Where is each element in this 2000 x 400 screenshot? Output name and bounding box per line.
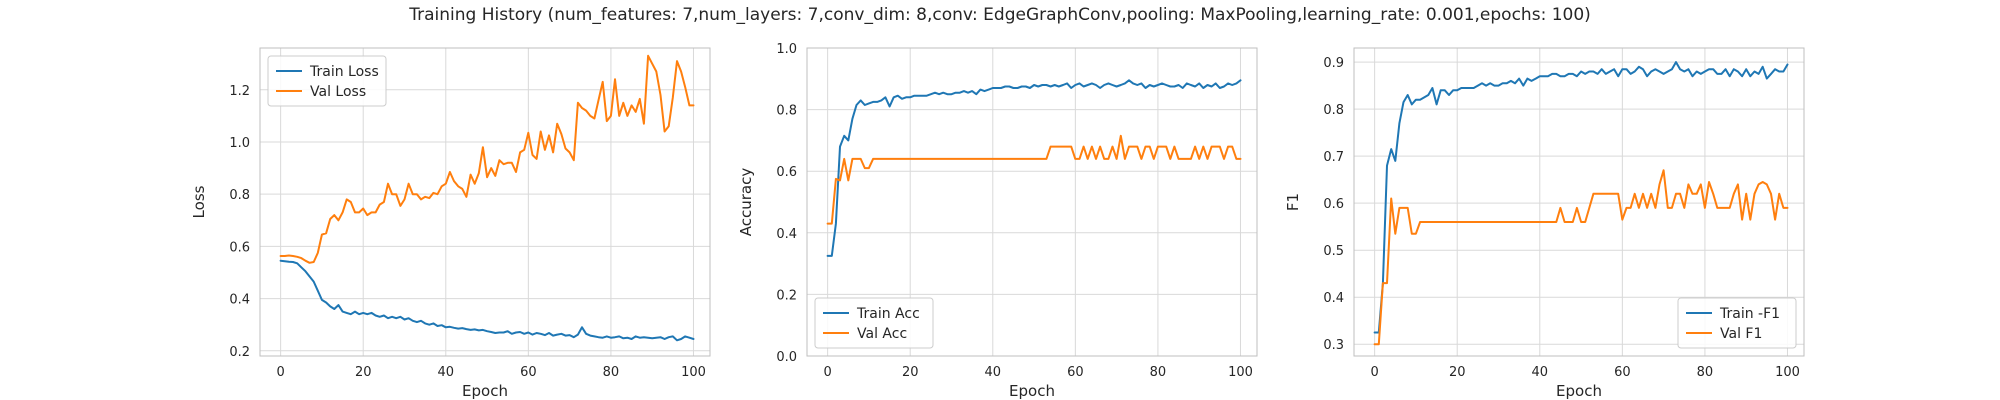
loss-ytick-label: 1.2	[229, 84, 250, 99]
loss-ytick-label: 0.6	[229, 240, 250, 255]
f1-series-line-2	[1373, 169, 1789, 346]
f1-legend-label-1: Train -F1	[1719, 306, 1780, 322]
accuracy-xtick-label: 80	[1150, 365, 1167, 380]
f1-legend-label-2: Val F1	[1720, 326, 1762, 342]
loss-ytick-label: 0.2	[229, 345, 250, 360]
f1-xtick-label: 20	[1449, 365, 1466, 380]
loss-series-line-1	[279, 259, 695, 342]
accuracy-ytick-label: 0.8	[776, 104, 797, 119]
f1-legend: Train -F1 Val F1	[1677, 297, 1797, 349]
accuracy-legend-label-2: Val Acc	[857, 326, 907, 342]
loss-legend-label-1: Train Loss	[309, 64, 379, 80]
f1-series-line-1	[1373, 61, 1789, 334]
accuracy-xtick-label: 20	[902, 365, 919, 380]
accuracy-ytick-label: 1.0	[776, 42, 797, 57]
accuracy-series-line-1	[826, 79, 1242, 257]
accuracy-legend-label-1: Train Acc	[856, 306, 920, 322]
f1-ytick-label: 0.3	[1323, 338, 1344, 353]
loss-y-axis-label: Loss	[190, 185, 208, 218]
loss-xtick-label: 60	[520, 365, 537, 380]
accuracy-legend-box	[814, 297, 934, 349]
accuracy-x-axis-label: Epoch	[1009, 382, 1055, 400]
accuracy-y-axis-label: Accuracy	[737, 168, 755, 237]
f1-chart: 0 20 40 60 80 100 0.3 0.4 0.5 0.6 0.7 0.8 0.9 Epoch F1…	[1284, 47, 1805, 400]
f1-xtick-label: 100	[1775, 365, 1800, 380]
loss-legend-label-2: Val Loss	[310, 84, 366, 100]
f1-ytick-label: 0.6	[1323, 197, 1344, 212]
loss-chart: 0 20 40 60 80 100 0.2 0.4 0.6 0.8 1.0 1.2 Epoch Loss T…	[190, 47, 711, 400]
f1-x-axis-label: Epoch	[1556, 382, 1602, 400]
f1-axes-frame	[1353, 47, 1805, 357]
f1-legend-box	[1677, 297, 1797, 349]
accuracy-chart: 0 20 40 60 80 100 0.0 0.2 0.4 0.6 0.8 1.0 Epoch Accur…	[737, 42, 1258, 400]
accuracy-ytick-label: 0.2	[776, 288, 797, 303]
loss-ytick-label: 1.0	[229, 136, 250, 151]
loss-xtick-label: 100	[681, 365, 706, 380]
f1-xtick-label: 0	[1371, 365, 1379, 380]
f1-xtick-label: 60	[1614, 365, 1631, 380]
loss-ytick-label: 0.4	[229, 293, 250, 308]
f1-ytick-label: 0.4	[1323, 291, 1344, 306]
loss-ytick-label: 0.8	[229, 188, 250, 203]
loss-xtick-label: 40	[438, 365, 455, 380]
accuracy-xtick-label: 0	[824, 365, 832, 380]
f1-ytick-label: 0.7	[1323, 150, 1344, 165]
accuracy-axes-frame	[806, 47, 1258, 357]
loss-xtick-label: 20	[355, 365, 372, 380]
accuracy-ytick-label: 0.0	[776, 350, 797, 365]
loss-xtick-label: 0	[277, 365, 285, 380]
accuracy-ytick-label: 0.6	[776, 165, 797, 180]
f1-ytick-label: 0.5	[1323, 244, 1344, 259]
accuracy-ytick-label: 0.4	[776, 227, 797, 242]
loss-x-axis-label: Epoch	[462, 382, 508, 400]
f1-xtick-label: 40	[1532, 365, 1549, 380]
accuracy-series-line-2	[826, 134, 1242, 225]
accuracy-xtick-label: 40	[985, 365, 1002, 380]
loss-legend-box	[267, 55, 387, 107]
loss-axes-frame	[259, 47, 711, 357]
accuracy-xtick-label: 60	[1067, 365, 1084, 380]
f1-y-axis-label: F1	[1284, 193, 1302, 211]
accuracy-xtick-label: 100	[1228, 365, 1253, 380]
accuracy-legend: Train Acc Val Acc	[814, 297, 934, 349]
loss-xtick-label: 80	[603, 365, 620, 380]
loss-series-line-2	[279, 54, 695, 264]
f1-ytick-label: 0.8	[1323, 103, 1344, 118]
f1-ytick-label: 0.9	[1323, 56, 1344, 71]
loss-legend: Train Loss Val Loss	[267, 55, 387, 107]
figure-title: Training History (num_features: 7,num_la…	[408, 5, 1591, 25]
f1-xtick-label: 80	[1697, 365, 1714, 380]
